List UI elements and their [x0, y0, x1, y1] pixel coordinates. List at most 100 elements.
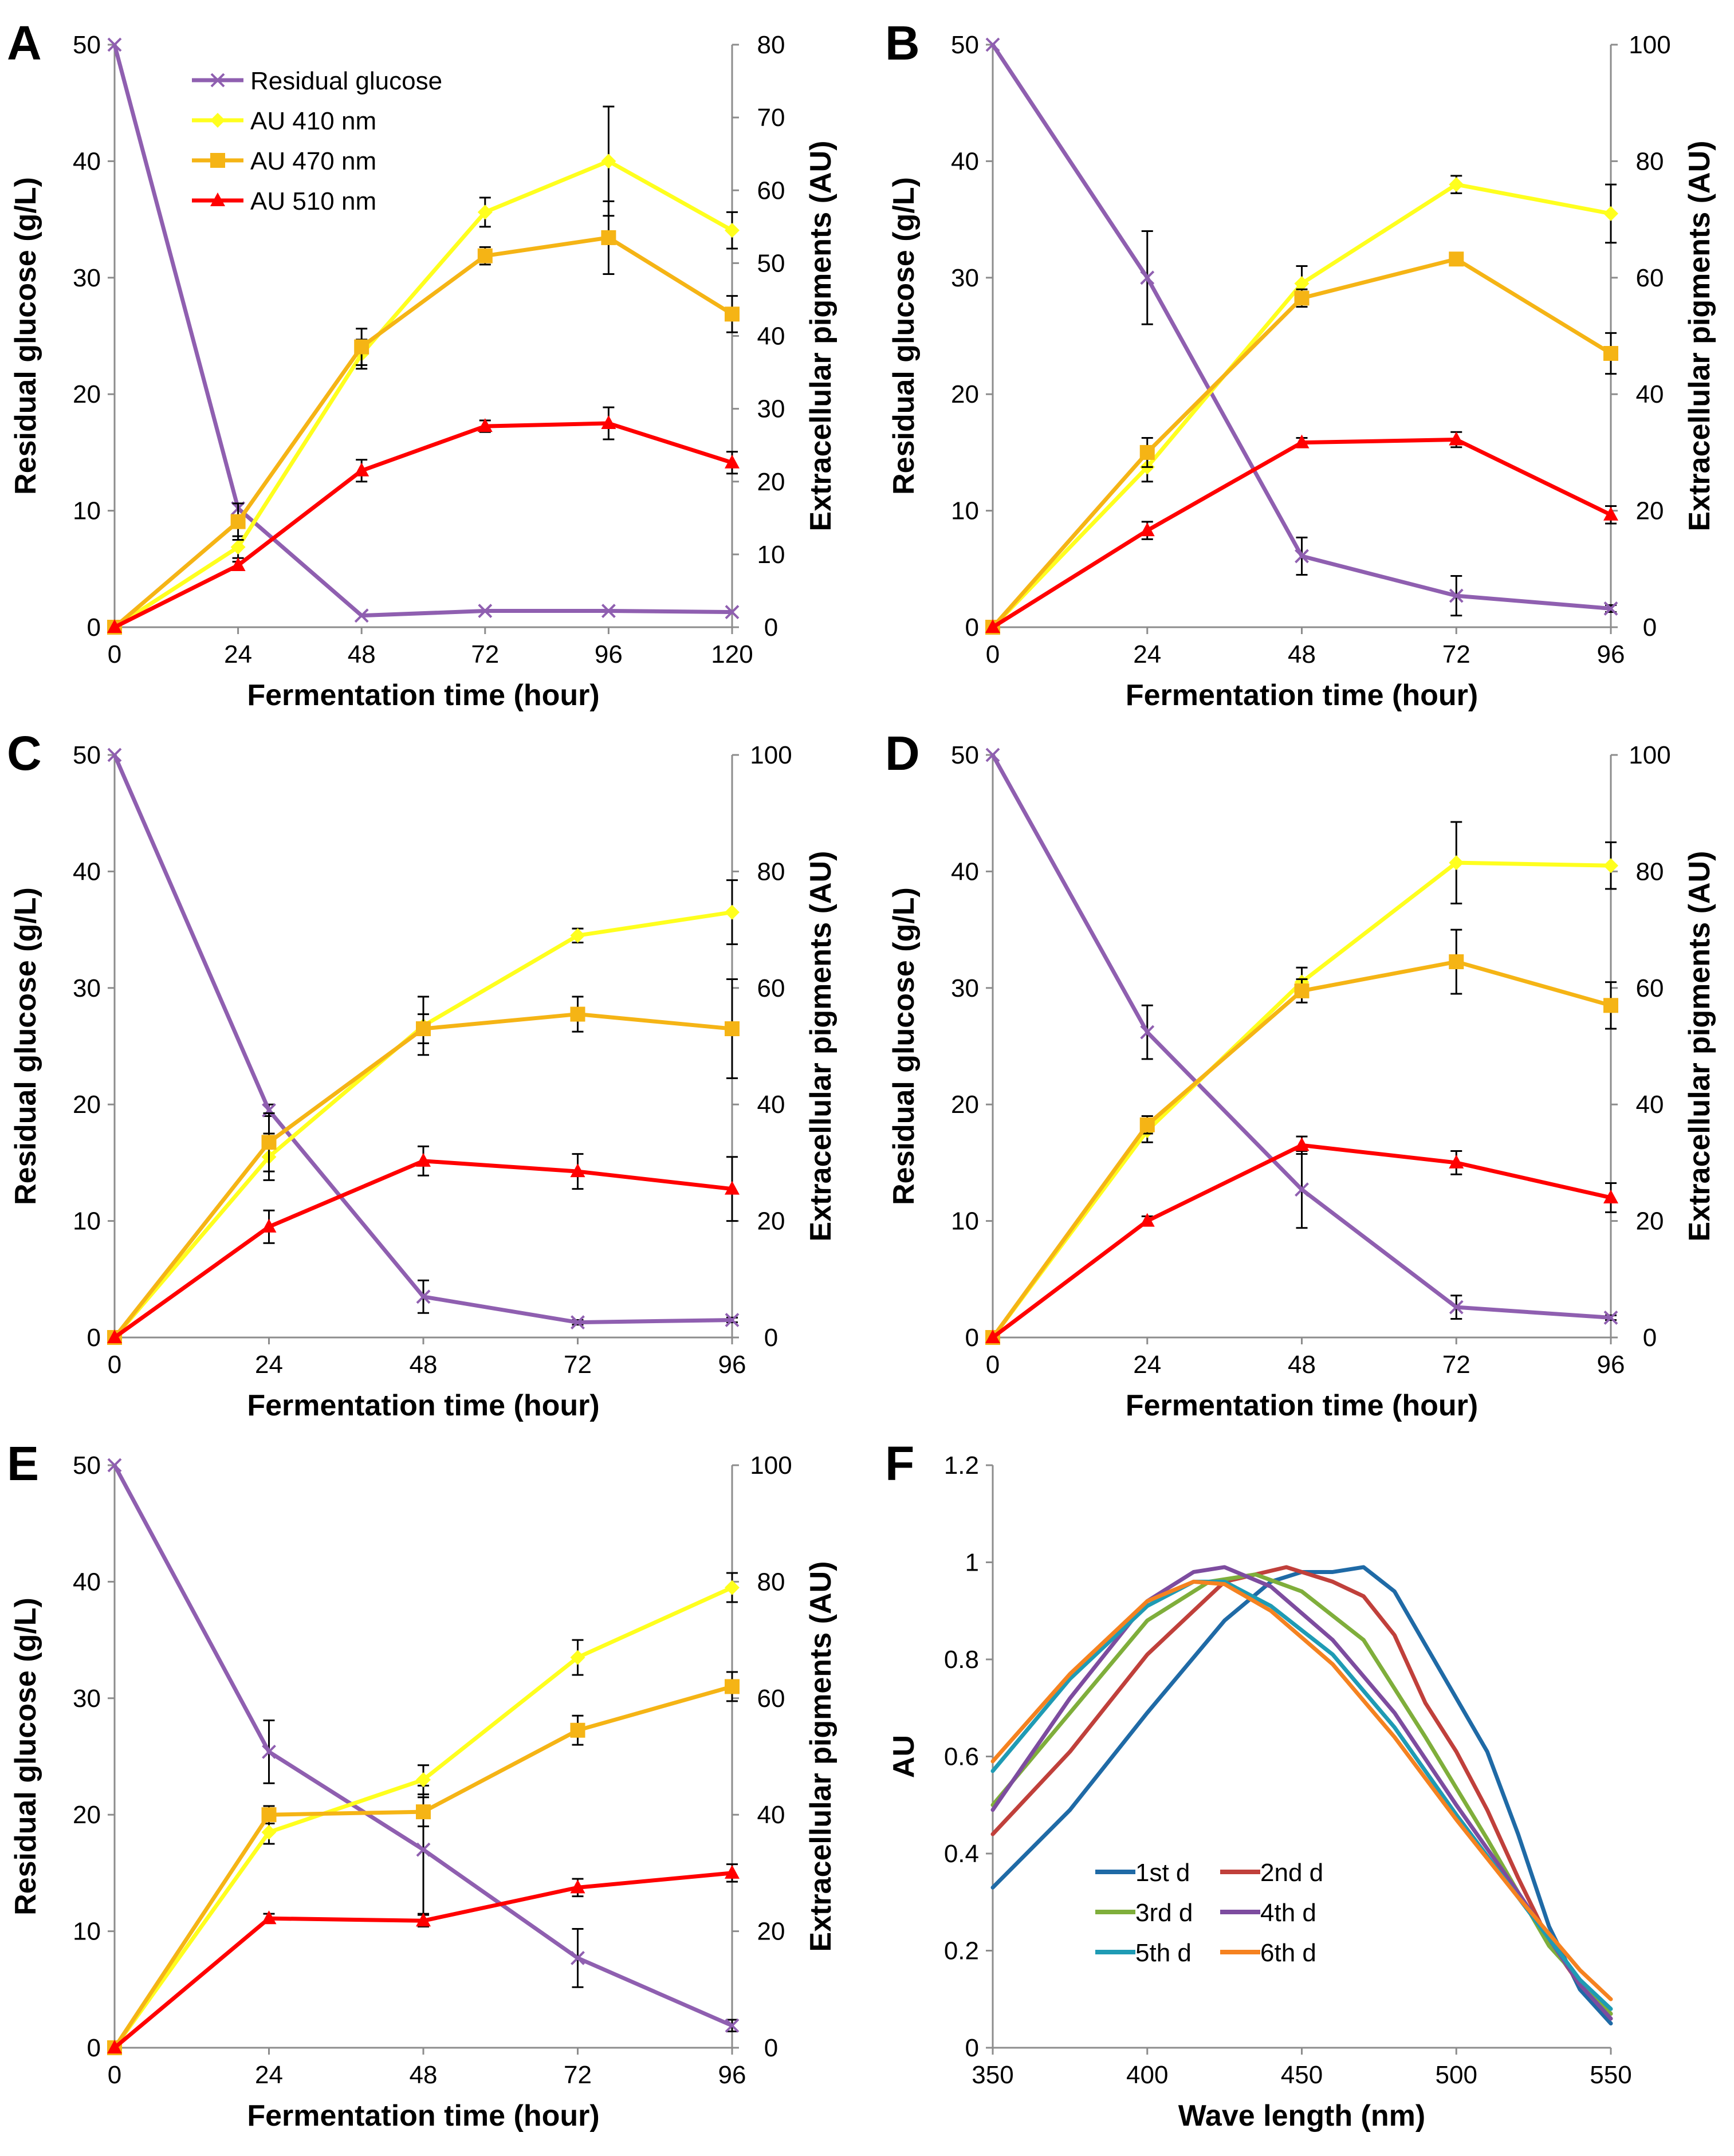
x-tick-label: 0: [108, 1351, 121, 1379]
y-tick-label: 0: [965, 2034, 979, 2062]
left-tick-label: 20: [73, 1801, 101, 1829]
left-tick-label: 30: [73, 1685, 101, 1713]
data-point: [354, 339, 369, 355]
data-point: [1603, 858, 1618, 874]
series-line-residual-glucose: [990, 754, 1611, 1320]
right-tick-label: 10: [757, 541, 785, 569]
data-point: [1139, 522, 1155, 537]
x-tick-label: 72: [471, 640, 499, 668]
right-tick-label: 100: [1629, 31, 1670, 59]
right-tick-label: 60: [1636, 974, 1664, 1002]
x-axis-title: Fermentation time (hour): [247, 2099, 599, 2133]
data-point: [230, 557, 246, 571]
left-tick-label: 40: [73, 857, 101, 886]
right-tick-label: 20: [757, 1918, 785, 1946]
data-point: [1139, 444, 1155, 460]
data-point: [1449, 1154, 1464, 1169]
left-tick-label: 50: [73, 31, 101, 59]
legend-label: 2nd d: [1260, 1859, 1323, 1887]
panel-label-F: F: [885, 1437, 914, 1490]
left-tick-label: 20: [73, 1091, 101, 1119]
data-point: [1139, 1213, 1155, 1227]
data-point: [1449, 588, 1464, 603]
left-tick-label: 10: [73, 1918, 101, 1946]
series-line-au-510-nm: [113, 421, 733, 630]
right-tick-label: 80: [757, 857, 785, 886]
x-tick-label: 96: [1597, 1351, 1625, 1379]
data-point: [107, 619, 122, 633]
x-tick-label: 72: [1442, 1351, 1470, 1379]
data-point: [261, 1824, 277, 1840]
data-point: [601, 604, 616, 618]
left-axis-title: Residual glucose (g/L): [9, 887, 42, 1205]
right-axis-title: Extracellular pigments (AU): [804, 1561, 837, 1952]
data-point: [601, 230, 616, 245]
legend-label: 3rd d: [1135, 1899, 1193, 1927]
x-tick-label: 96: [718, 2061, 746, 2089]
legend-label: 1st d: [1135, 1859, 1190, 1887]
right-tick-label: 0: [1643, 1324, 1657, 1352]
left-tick-label: 50: [73, 741, 101, 769]
data-point: [985, 37, 1000, 52]
panel-C: 0 10 20 30 40 50 0 20 40 60 80 100 0 24 48 72 96 Fermenta…: [7, 726, 837, 1422]
left-axis-title: Residual glucose (g/L): [9, 177, 42, 495]
data-point: [725, 1864, 740, 1879]
data-point: [1294, 1137, 1310, 1151]
right-tick-label: 70: [757, 104, 785, 132]
data-point: [1140, 1025, 1155, 1040]
legend-label: Residual glucose: [250, 67, 442, 95]
data-point: [985, 747, 1000, 762]
right-tick-label: 100: [1629, 741, 1670, 769]
right-axis-title: Extracellular pigments (AU): [804, 141, 837, 532]
data-point: [1603, 601, 1618, 616]
data-point: [571, 1315, 585, 1329]
left-tick-label: 30: [73, 974, 101, 1002]
data-point: [725, 306, 740, 322]
left-tick-label: 10: [73, 497, 101, 525]
left-tick-label: 0: [87, 1324, 101, 1352]
data-point: [1449, 954, 1464, 970]
legend-label: 4th d: [1260, 1899, 1316, 1927]
panel-label-B: B: [885, 16, 920, 70]
legend-marker: [210, 153, 225, 168]
series-line-au-470-nm: [113, 235, 733, 629]
left-axis-title: Residual glucose (g/L): [887, 177, 921, 495]
legend-label: AU 410 nm: [250, 107, 376, 135]
data-point: [1449, 855, 1464, 871]
data-point: [725, 454, 740, 469]
left-tick-label: 0: [965, 1324, 979, 1352]
data-point: [725, 605, 740, 619]
x-tick-label: 72: [564, 1351, 592, 1379]
x-axis-title: Fermentation time (hour): [247, 679, 599, 712]
right-tick-label: 80: [1636, 857, 1664, 886]
data-point: [570, 1722, 585, 1738]
y-axis-title: AU: [887, 1735, 921, 1778]
data-point: [416, 1913, 431, 1927]
x-tick-label: 96: [718, 1351, 746, 1379]
x-tick-label: 72: [564, 2061, 592, 2089]
right-tick-label: 80: [1636, 147, 1664, 175]
right-tick-label: 60: [757, 1685, 785, 1713]
right-tick-label: 60: [757, 176, 785, 204]
right-tick-label: 20: [757, 468, 785, 496]
legend-label: 5th d: [1135, 1939, 1192, 1967]
data-point: [601, 154, 616, 169]
data-point: [107, 1329, 122, 1343]
data-point: [570, 1879, 585, 1894]
right-axis-title: Extracellular pigments (AU): [804, 851, 837, 1242]
right-tick-label: 0: [764, 613, 778, 642]
legend-marker: [210, 73, 225, 88]
right-tick-label: 60: [1636, 264, 1664, 292]
panel-B: 0 10 20 30 40 50 0 20 40 60 80 100 0 24 48 72 96 Fermenta…: [885, 16, 1716, 712]
x-tick-label: 24: [1133, 640, 1161, 668]
x-tick-label: 500: [1436, 2061, 1477, 2089]
x-tick-label: 72: [1442, 640, 1470, 668]
left-axis-title: Residual glucose (g/L): [887, 887, 921, 1205]
data-point: [1603, 1189, 1618, 1203]
panel-label-A: A: [7, 16, 42, 70]
data-point: [477, 204, 493, 220]
x-axis-title: Fermentation time (hour): [1126, 1389, 1478, 1422]
data-point: [570, 1006, 585, 1022]
x-tick-label: 96: [595, 640, 623, 668]
